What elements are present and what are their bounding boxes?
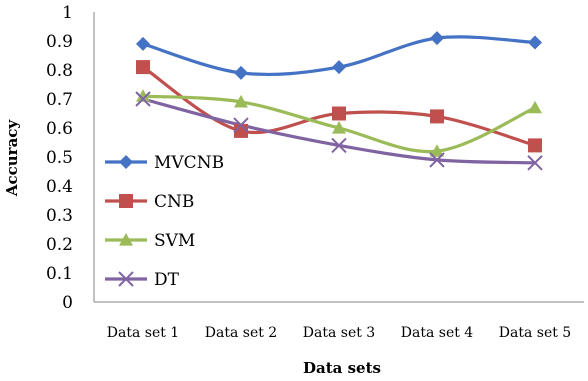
legend-label: SVM	[154, 231, 195, 251]
legend-marker	[119, 155, 133, 169]
data-point-svm	[234, 94, 248, 108]
y-tick-label: 0.1	[46, 264, 73, 284]
legend-label: MVCNB	[154, 153, 224, 173]
legend-marker	[119, 194, 133, 208]
series-markers	[135, 31, 543, 171]
y-tick-label: 0.3	[46, 206, 73, 226]
y-tick-label: 0.9	[46, 32, 73, 52]
data-point-mvcnb	[234, 65, 248, 80]
data-point-dt	[135, 91, 151, 107]
legend-marker	[119, 233, 133, 246]
data-point-svm	[528, 100, 542, 114]
legend-label: CNB	[154, 192, 194, 212]
y-axis-title: Accuracy	[3, 119, 21, 198]
legend-item-svm: SVM	[105, 231, 195, 251]
data-point-dt	[527, 155, 543, 171]
legend-item-cnb: CNB	[105, 192, 194, 212]
x-tick-labels: Data set 1 Data set 2 Data set 3 Data set 4…	[107, 325, 571, 341]
legend-label: DT	[154, 270, 180, 290]
y-tick-label: 0.8	[46, 61, 73, 81]
y-tick-labels: 0 0.1 0.2 0.3 0.4 0.5 0.6 0.7 0.8 0.9 1	[46, 3, 73, 313]
y-tick-label: 0.5	[46, 148, 73, 168]
data-point-dt	[429, 152, 445, 168]
data-point-mvcnb	[332, 60, 346, 75]
y-tick-label: 0.7	[46, 90, 73, 110]
data-point-svm	[136, 89, 150, 102]
data-point-dt	[233, 117, 249, 133]
data-point-dt	[331, 137, 347, 154]
legend-item-dt: DT	[105, 270, 180, 290]
series-line-cnb	[141, 65, 537, 147]
x-tick-label: Data set 5	[499, 325, 571, 341]
data-point-svm	[332, 121, 346, 134]
x-tick-label: Data set 4	[401, 325, 474, 341]
axes	[93, 12, 584, 303]
data-point-mvcnb	[136, 36, 150, 51]
legend-item-mvcnb: MVCNB	[105, 153, 224, 173]
data-point-cnb	[332, 106, 346, 121]
data-point-cnb	[528, 138, 542, 153]
y-tick-label: 0	[62, 293, 73, 313]
y-tick-label: 0.4	[46, 177, 73, 197]
data-point-mvcnb	[528, 35, 542, 50]
y-tick-label: 0.2	[46, 235, 73, 255]
data-point-cnb	[136, 60, 150, 75]
legend: MVCNB CNB SVM DT	[105, 153, 224, 290]
legend-marker	[118, 271, 134, 287]
x-tick-label: Data set 1	[107, 325, 179, 341]
series-lines	[141, 35, 537, 165]
y-tick-label: 0.6	[46, 119, 73, 139]
x-axis-title: Data sets	[303, 359, 381, 377]
x-tick-label: Data set 2	[205, 325, 277, 341]
data-point-mvcnb	[430, 31, 444, 46]
y-tick-label: 1	[62, 3, 73, 23]
data-point-cnb	[430, 109, 444, 124]
data-point-svm	[430, 144, 444, 157]
x-tick-label: Data set 3	[303, 325, 375, 341]
